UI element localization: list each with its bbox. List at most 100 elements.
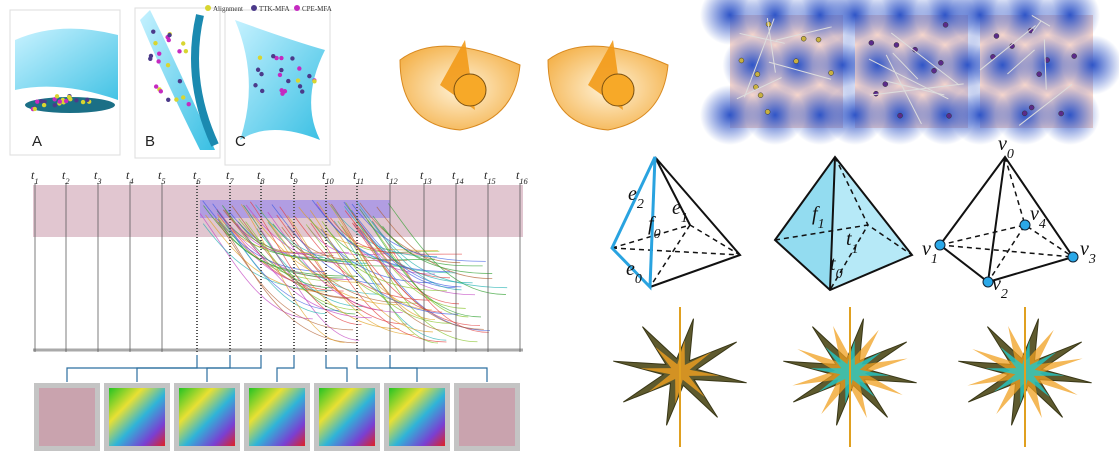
vertex: [1019, 219, 1031, 231]
flow-line: [276, 214, 383, 311]
vertex-label: v4: [1030, 203, 1046, 232]
panel-label: C: [235, 133, 246, 150]
connector: [389, 355, 488, 382]
edges: [938, 155, 1075, 284]
surface: [191, 14, 219, 147]
particle: [57, 99, 62, 104]
fold: [453, 73, 487, 107]
box: [9, 9, 121, 156]
particle: [271, 53, 276, 59]
vertex-label: v3: [1080, 238, 1096, 267]
separatrix: [890, 32, 960, 86]
separatrix: [979, 25, 1036, 71]
particle: [165, 62, 171, 68]
flow-line: [234, 222, 349, 254]
particle: [157, 51, 162, 56]
blob: [995, 0, 1055, 45]
particle: [156, 59, 161, 64]
time-label: t7: [226, 168, 234, 186]
particle: [85, 97, 90, 103]
flow-line: [310, 222, 447, 343]
flow-line: [359, 202, 461, 264]
blob: [745, 0, 805, 45]
particle: [148, 56, 153, 61]
flow-line: [259, 209, 400, 330]
time-label: t3: [94, 168, 102, 186]
hidden-edges: [774, 156, 913, 291]
thumbnail: [319, 388, 375, 446]
critical-point: [993, 33, 1000, 39]
edges: [649, 156, 742, 288]
flow-line: [238, 218, 352, 262]
star-surfaces: [613, 307, 1092, 447]
fold: [601, 73, 635, 107]
panel-label: B: [145, 133, 155, 150]
panel-label: A: [32, 133, 42, 150]
blob: [1040, 0, 1100, 45]
separatrix: [886, 80, 945, 96]
blob: [1040, 85, 1100, 145]
particle: [274, 55, 279, 61]
flow-line: [281, 226, 403, 304]
particle: [253, 83, 258, 88]
separatrix: [743, 18, 775, 98]
critical-point: [931, 67, 937, 74]
time-label: t15: [484, 168, 496, 186]
particle: [286, 78, 291, 84]
flow-line: [371, 221, 508, 289]
flow-line: [267, 211, 403, 313]
highlighted-edges: [610, 156, 657, 291]
hidden-edges: [939, 156, 1074, 283]
time-label: t16: [516, 168, 529, 186]
separatrix: [739, 32, 785, 44]
separatrix: [892, 52, 919, 80]
flow-line: [351, 212, 460, 305]
particle: [277, 72, 283, 78]
critical-point: [1021, 110, 1028, 117]
flow-line: [351, 203, 486, 262]
surface: [15, 28, 118, 101]
time-label: t12: [386, 168, 398, 186]
flow-line: [279, 206, 408, 325]
legend-label: CPE-MFA: [302, 5, 332, 13]
flow-line: [309, 219, 447, 292]
flow-line: [359, 208, 481, 318]
flow-line: [267, 219, 398, 306]
thumbnail: [459, 388, 515, 446]
orange-surfaces: [399, 40, 669, 131]
legend-swatch: [294, 5, 300, 11]
blob: [825, 0, 885, 45]
thumbnail: [249, 388, 305, 446]
flow-line: [212, 203, 339, 311]
particle: [66, 94, 72, 100]
time-label: t1: [31, 168, 39, 186]
separatrix: [1043, 39, 1047, 90]
time-label: t11: [353, 168, 364, 186]
critical-point: [757, 92, 764, 99]
blob: [1017, 35, 1078, 95]
particle: [183, 48, 189, 54]
particle: [35, 99, 40, 104]
particle: [151, 29, 156, 34]
particle: [32, 106, 37, 112]
flow-line: [353, 223, 475, 296]
flow-line: [237, 221, 357, 261]
critical-point: [754, 71, 761, 77]
particle: [153, 40, 158, 46]
time-label: t13: [420, 168, 432, 186]
connector: [276, 355, 295, 382]
separatrix: [1007, 49, 1035, 75]
particle: [300, 89, 305, 94]
timeline: t1 t2 t3 t4 t5 t6 t7 t8 t9 t10 t11 t12 t13 t14 t15 t16: [31, 168, 529, 451]
time-label: t9: [290, 168, 298, 186]
surface: [25, 97, 115, 113]
critical-point: [1058, 110, 1064, 117]
particle: [297, 66, 302, 71]
vertex: [1067, 251, 1079, 263]
particle: [260, 88, 265, 94]
vertex: [982, 276, 994, 288]
critical-point: [828, 70, 834, 76]
tetrahedra: [610, 155, 1079, 292]
separatrix: [885, 54, 922, 125]
flow-line: [294, 215, 433, 301]
